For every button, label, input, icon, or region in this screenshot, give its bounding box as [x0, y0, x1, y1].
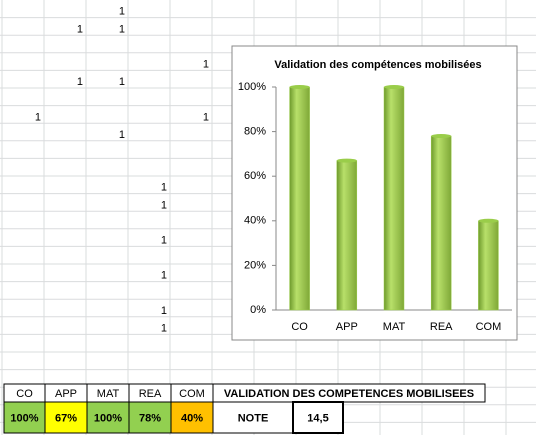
score-value: 40%	[181, 412, 203, 424]
header-label: COM	[179, 388, 205, 400]
score-value: 67%	[55, 412, 77, 424]
score-cell	[128, 401, 172, 434]
score-value: 78%	[139, 412, 161, 424]
title-cell	[212, 383, 486, 403]
x-tick-label: APP	[336, 321, 358, 333]
bar	[430, 135, 452, 311]
cell-value: 1	[119, 76, 125, 88]
x-tick-label: REA	[430, 321, 453, 333]
chart-title: Validation des compétences mobilisées	[274, 59, 481, 71]
bar	[336, 160, 358, 311]
y-tick-label: 100%	[238, 81, 266, 93]
bar-cap	[336, 158, 357, 163]
cell-value: 1	[203, 59, 209, 71]
y-tick-label: 20%	[244, 259, 266, 271]
bar-cap	[289, 85, 310, 89]
x-tick-label: CO	[291, 321, 308, 333]
score-cell	[86, 401, 130, 434]
header-label: APP	[55, 388, 77, 400]
header-label: REA	[139, 388, 162, 400]
bar	[383, 86, 405, 311]
cell-value: 1	[161, 270, 167, 282]
cell-value: 1	[77, 23, 83, 35]
table-title: VALIDATION DES COMPETENCES MOBILISEES	[224, 388, 474, 400]
y-tick-label: 0%	[250, 304, 266, 316]
bar	[289, 86, 310, 311]
bar-cap	[384, 85, 404, 89]
score-cell	[44, 401, 88, 434]
bar-cap	[478, 218, 499, 223]
x-tick-label: COM	[476, 321, 502, 333]
x-tick-label: MAT	[383, 321, 406, 333]
score-cell	[170, 401, 214, 434]
note-cell	[292, 401, 344, 434]
cell-value: 1	[161, 323, 167, 335]
cell-value: 1	[77, 76, 83, 88]
cell-value: 1	[161, 305, 167, 317]
cell-value: 1	[161, 235, 167, 247]
cell-value: 1	[119, 23, 125, 35]
header-label: CO	[16, 388, 33, 400]
note-label: NOTE	[238, 412, 269, 424]
cell-value: 1	[119, 6, 125, 18]
cell-value: 1	[35, 111, 41, 123]
y-tick-label: 80%	[244, 126, 266, 138]
bar-cap	[431, 134, 452, 139]
header-label: MAT	[97, 388, 120, 400]
chart-area	[231, 45, 518, 341]
score-value: 100%	[10, 412, 38, 424]
cell-value: 1	[119, 129, 125, 141]
cell-value: 1	[161, 199, 167, 211]
score-cell	[3, 401, 46, 434]
score-value: 100%	[94, 412, 122, 424]
y-tick-label: 40%	[244, 215, 266, 227]
bar	[478, 220, 499, 311]
note-value: 14,5	[307, 412, 328, 424]
cell-value: 1	[161, 182, 167, 194]
note-label-cell	[212, 401, 294, 434]
y-tick-label: 60%	[244, 170, 266, 182]
cell-value: 1	[203, 111, 209, 123]
